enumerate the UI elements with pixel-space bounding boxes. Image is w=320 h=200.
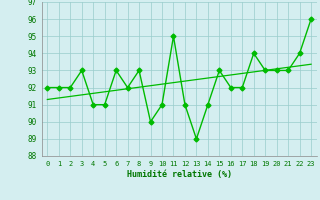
X-axis label: Humidité relative (%): Humidité relative (%) (127, 170, 232, 179)
